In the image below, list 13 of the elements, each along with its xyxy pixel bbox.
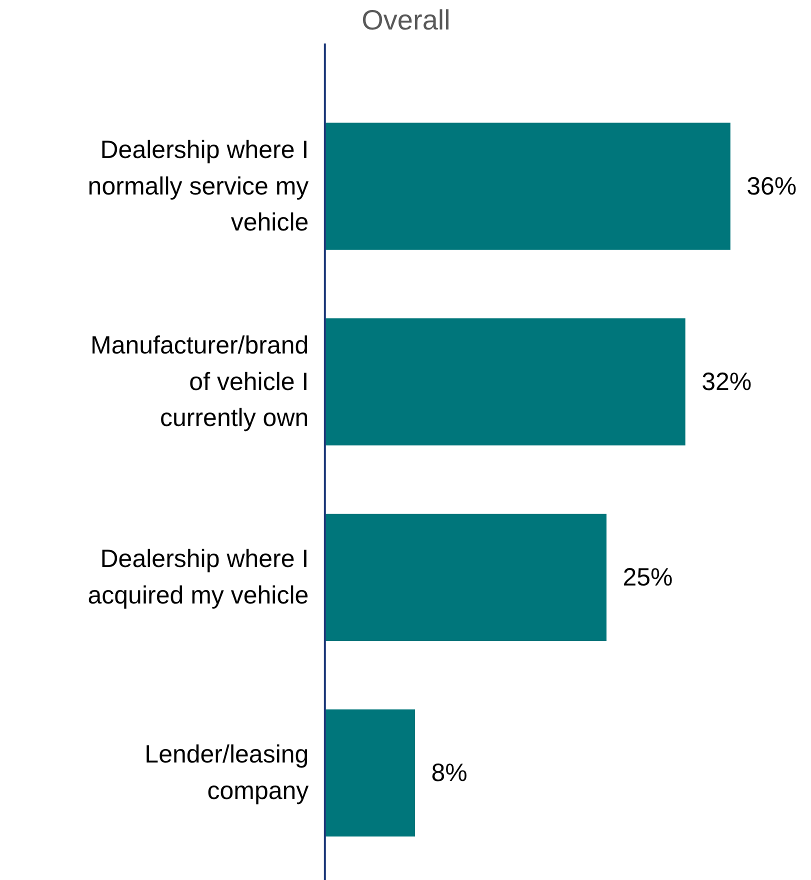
- chart-title: Overall: [362, 4, 450, 36]
- y-tick-label: Lender/leasing company: [144, 740, 310, 806]
- data-label: 25%: [622, 563, 673, 592]
- data-label: 36%: [746, 172, 797, 200]
- y-tick-label: Dealership where I acquired my vehicle: [88, 545, 309, 610]
- bar: [324, 514, 606, 641]
- bar: [324, 122, 730, 250]
- data-label: 32%: [702, 368, 752, 396]
- y-tick-label: Dealership where I normally service my vehicle: [88, 136, 310, 237]
- data-label: 8%: [431, 758, 468, 787]
- bar: [324, 709, 416, 836]
- bar: [324, 318, 686, 446]
- y-tick-label: Manufacturer/brand of vehicle I currently own: [90, 331, 309, 432]
